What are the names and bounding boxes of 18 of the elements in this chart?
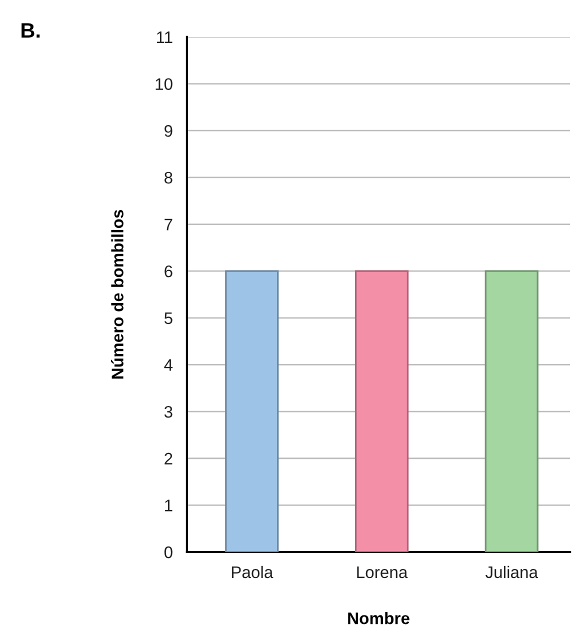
y-tick-label: 8 [164,172,172,184]
y-tick-label: 5 [164,312,172,324]
y-tick-label: 4 [164,359,173,371]
x-tick-label: Juliana [485,566,538,578]
x-tick-label: Lorena [357,566,408,578]
x-tick-label: Paola [232,566,274,578]
y-tick-label: 1 [165,500,172,512]
chart-title: B. [22,23,40,38]
y-tick-label: 0 [164,546,172,558]
y-axis-title: Número de bombillos [111,210,124,379]
y-tick-label: 11 [157,32,172,44]
y-tick-label: 7 [164,218,172,230]
y-tick-label: 6 [164,265,172,278]
y-tick-label: 3 [164,406,172,418]
y-tick-label: 10 [156,78,172,90]
y-tick-label: 9 [164,125,172,137]
x-axis-title: Nombre [348,612,410,624]
y-tick-label: 2 [164,452,172,464]
